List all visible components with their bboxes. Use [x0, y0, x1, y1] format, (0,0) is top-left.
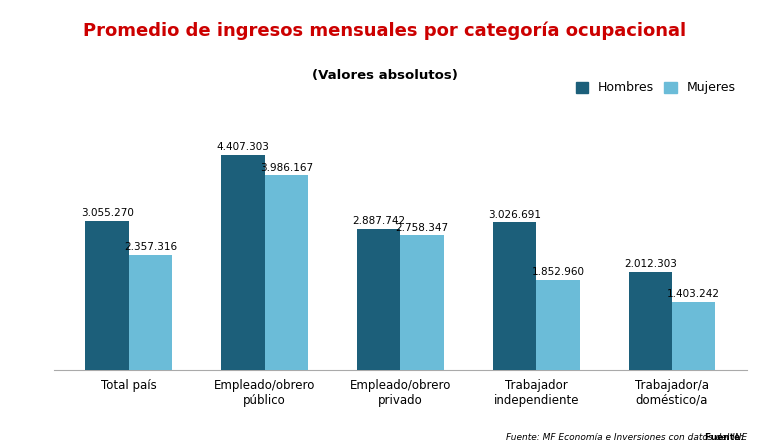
Text: 1.403.242: 1.403.242 — [667, 289, 720, 299]
Legend: Hombres, Mujeres: Hombres, Mujeres — [571, 76, 741, 99]
Text: 1.852.960: 1.852.960 — [531, 267, 584, 277]
Bar — [265, 175, 308, 370]
Text: 3.055.270: 3.055.270 — [81, 208, 133, 218]
Bar — [536, 280, 580, 370]
Bar — [672, 301, 715, 370]
Text: 2.887.742: 2.887.742 — [352, 216, 405, 226]
Text: Fuente:: Fuente: — [705, 433, 747, 442]
Bar — [221, 155, 265, 370]
Text: 3.986.167: 3.986.167 — [259, 163, 313, 173]
Bar — [628, 272, 672, 370]
Text: 2.012.303: 2.012.303 — [624, 259, 677, 269]
Bar — [357, 229, 400, 370]
Bar — [129, 255, 172, 370]
Text: Fuente: MF Economía e Inversiones con datos del INE: Fuente: MF Economía e Inversiones con da… — [506, 433, 747, 442]
Text: Promedio de ingresos mensuales por categoría ocupacional: Promedio de ingresos mensuales por categ… — [83, 22, 687, 41]
Text: 2.758.347: 2.758.347 — [396, 223, 449, 233]
Text: 4.407.303: 4.407.303 — [216, 142, 270, 152]
Text: 3.026.691: 3.026.691 — [488, 210, 541, 219]
Bar — [493, 222, 536, 370]
Bar — [400, 235, 444, 370]
Bar — [85, 221, 129, 370]
Text: (Valores absolutos): (Valores absolutos) — [312, 69, 458, 82]
Text: 2.357.316: 2.357.316 — [124, 242, 177, 252]
